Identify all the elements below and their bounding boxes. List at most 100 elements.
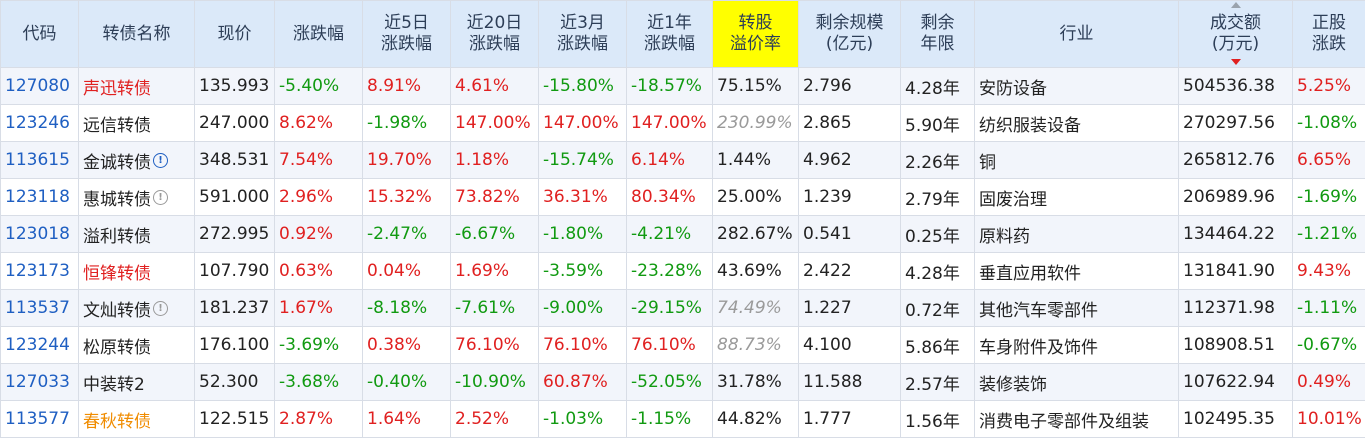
turnover-cell: 112371.98 xyxy=(1178,289,1293,327)
column-header-label: 近5日 xyxy=(384,13,429,33)
column-header-label: 转债名称 xyxy=(102,23,171,44)
table-row[interactable]: 127033 中装转2 52.300 -3.68% -0.40% -10.90% 60.87… xyxy=(0,363,1365,401)
bond-name-label[interactable]: 声迅转债 xyxy=(83,78,151,99)
column-header-code[interactable]: 代码 xyxy=(0,0,79,68)
table-row[interactable]: 123173 恒锋转债 107.790 0.63% 0.04% 1.69% -3.59% -2… xyxy=(0,252,1365,290)
column-header-label: 近1年 xyxy=(647,13,692,33)
remaining-scale-cell: 0.541 xyxy=(798,215,901,253)
remaining-years-cell: 2.57年 xyxy=(900,363,975,401)
column-header-price[interactable]: 现价 xyxy=(194,0,275,68)
bond-name-cell[interactable]: 春秋转债 xyxy=(78,400,195,438)
bond-name-cell[interactable]: 远信转债 xyxy=(78,104,195,142)
change-3m-cell: -1.03% xyxy=(538,400,627,438)
price-cell: 348.531 xyxy=(194,141,275,179)
column-header-change[interactable]: 涨跌幅 xyxy=(274,0,363,68)
bond-code-cell[interactable]: 123173 xyxy=(0,252,79,290)
column-header-change-3m[interactable]: 近3月 涨跌幅 xyxy=(538,0,627,68)
info-icon[interactable]: ! xyxy=(153,300,168,316)
bond-name-label[interactable]: 金诚转债 xyxy=(83,152,151,173)
bond-code-cell[interactable]: 123118 xyxy=(0,178,79,216)
bond-code-cell[interactable]: 127080 xyxy=(0,67,79,105)
info-icon[interactable]: ! xyxy=(153,152,168,168)
bond-code-cell[interactable]: 123246 xyxy=(0,104,79,142)
bond-name-label[interactable]: 远信转债 xyxy=(83,115,151,136)
column-header-industry[interactable]: 行业 xyxy=(974,0,1179,68)
bond-code-cell[interactable]: 113615 xyxy=(0,141,79,179)
change-5d-cell: 19.70% xyxy=(362,141,451,179)
bond-name-label[interactable]: 惠城转债 xyxy=(83,189,151,210)
table-row[interactable]: 113615 金诚转债! 348.531 7.54% 19.70% 1.18% -15.74… xyxy=(0,141,1365,179)
change-cell: -5.40% xyxy=(274,67,363,105)
change-1y-cell: -23.28% xyxy=(626,252,713,290)
stock-change-cell: 6.65% xyxy=(1292,141,1365,179)
price-cell: 52.300 xyxy=(194,363,275,401)
premium-cell: 75.15% xyxy=(712,67,799,105)
remaining-scale-cell: 1.227 xyxy=(798,289,901,327)
bond-name-label[interactable]: 松原转债 xyxy=(83,337,151,358)
bond-name-cell[interactable]: 松原转债 xyxy=(78,326,195,364)
change-1y-cell: -29.15% xyxy=(626,289,713,327)
turnover-cell: 504536.38 xyxy=(1178,67,1293,105)
table-row[interactable]: 123118 惠城转债! 591.000 2.96% 15.32% 73.82% 36.31… xyxy=(0,178,1365,216)
column-header-remaining-years[interactable]: 剩余 年限 xyxy=(900,0,975,68)
column-header-conversion-premium[interactable]: 转股 溢价率 xyxy=(712,0,799,68)
column-header-change-20d[interactable]: 近20日 涨跌幅 xyxy=(450,0,539,68)
change-3m-cell: 147.00% xyxy=(538,104,627,142)
bond-code-cell[interactable]: 123018 xyxy=(0,215,79,253)
table-row[interactable]: 113577 春秋转债 122.515 2.87% 1.64% 2.52% -1.03% -1… xyxy=(0,400,1365,438)
column-header-turnover[interactable]: 成交额 (万元) xyxy=(1178,0,1293,68)
premium-cell: 282.67% xyxy=(712,215,799,253)
premium-cell: 88.73% xyxy=(712,326,799,364)
bond-name-cell[interactable]: 惠城转债! xyxy=(78,178,195,216)
premium-cell: 31.78% xyxy=(712,363,799,401)
change-20d-cell: 1.69% xyxy=(450,252,539,290)
bond-name-label[interactable]: 中装转2 xyxy=(83,374,145,395)
column-header-change-1y[interactable]: 近1年 涨跌幅 xyxy=(626,0,713,68)
column-header-sublabel: 溢价率 xyxy=(730,34,781,54)
column-header-stock-change[interactable]: 正股 涨跌 xyxy=(1292,0,1365,68)
bond-code-cell[interactable]: 113577 xyxy=(0,400,79,438)
stock-change-cell: -1.69% xyxy=(1292,178,1365,216)
table-row[interactable]: 123244 松原转债 176.100 -3.69% 0.38% 76.10% 76.10%… xyxy=(0,326,1365,364)
column-header-label: 成交额 xyxy=(1210,13,1261,33)
info-icon[interactable]: ! xyxy=(153,189,168,205)
bond-name-cell[interactable]: 金诚转债! xyxy=(78,141,195,179)
table-row[interactable]: 113537 文灿转债! 181.237 1.67% -8.18% -7.61% -9.00… xyxy=(0,289,1365,327)
table-row[interactable]: 123246 远信转债 247.000 8.62% -1.98% 147.00% 147.0… xyxy=(0,104,1365,142)
turnover-cell: 131841.90 xyxy=(1178,252,1293,290)
change-20d-cell: -10.90% xyxy=(450,363,539,401)
bond-name-label[interactable]: 恒锋转债 xyxy=(83,263,151,284)
sort-descending-icon[interactable] xyxy=(1230,59,1241,65)
column-header-label: 近20日 xyxy=(466,13,523,33)
bond-code-cell[interactable]: 113537 xyxy=(0,289,79,327)
remaining-scale-cell: 2.422 xyxy=(798,252,901,290)
bond-name-label[interactable]: 春秋转债 xyxy=(83,411,151,432)
sort-ascending-icon[interactable] xyxy=(1230,2,1241,8)
bond-name-label[interactable]: 溢利转债 xyxy=(83,226,151,247)
remaining-scale-cell: 4.100 xyxy=(798,326,901,364)
change-3m-cell: -1.80% xyxy=(538,215,627,253)
change-3m-cell: 60.87% xyxy=(538,363,627,401)
bond-code-cell[interactable]: 123244 xyxy=(0,326,79,364)
remaining-years-cell: 2.26年 xyxy=(900,141,975,179)
column-header-name[interactable]: 转债名称 xyxy=(78,0,195,68)
change-20d-cell: 76.10% xyxy=(450,326,539,364)
table-row[interactable]: 123018 溢利转债 272.995 0.92% -2.47% -6.67% -1.80%… xyxy=(0,215,1365,253)
industry-cell: 原料药 xyxy=(974,215,1179,253)
stock-change-cell: 5.25% xyxy=(1292,67,1365,105)
bond-name-cell[interactable]: 文灿转债! xyxy=(78,289,195,327)
column-header-remaining-scale[interactable]: 剩余规模 (亿元) xyxy=(798,0,901,68)
industry-cell: 纺织服装设备 xyxy=(974,104,1179,142)
bond-name-cell[interactable]: 溢利转债 xyxy=(78,215,195,253)
bond-name-cell[interactable]: 恒锋转债 xyxy=(78,252,195,290)
premium-cell: 1.44% xyxy=(712,141,799,179)
premium-cell: 43.69% xyxy=(712,252,799,290)
industry-cell: 装修装饰 xyxy=(974,363,1179,401)
table-row[interactable]: 127080 声迅转债 135.993 -5.40% 8.91% 4.61% -15.80%… xyxy=(0,67,1365,105)
bond-code-cell[interactable]: 127033 xyxy=(0,363,79,401)
bond-name-label[interactable]: 文灿转债 xyxy=(83,300,151,321)
bond-name-cell[interactable]: 声迅转债 xyxy=(78,67,195,105)
column-header-label: 现价 xyxy=(217,23,252,44)
column-header-change-5d[interactable]: 近5日 涨跌幅 xyxy=(362,0,451,68)
bond-name-cell[interactable]: 中装转2 xyxy=(78,363,195,401)
